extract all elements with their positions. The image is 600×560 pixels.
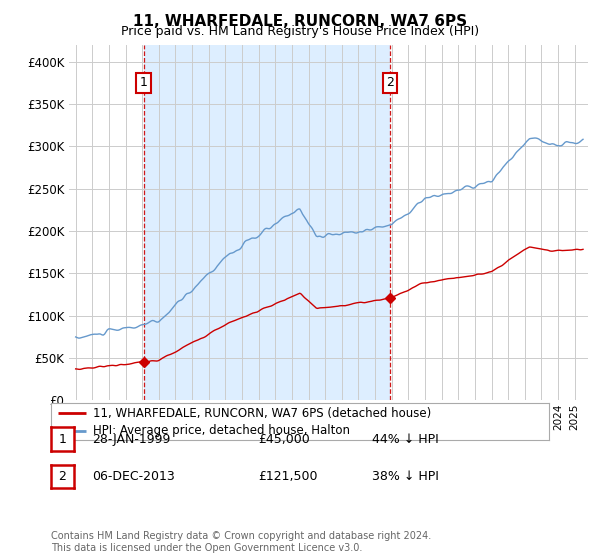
Text: 28-JAN-1999: 28-JAN-1999: [92, 432, 170, 446]
Text: 11, WHARFEDALE, RUNCORN, WA7 6PS (detached house): 11, WHARFEDALE, RUNCORN, WA7 6PS (detach…: [94, 407, 431, 419]
Text: 11, WHARFEDALE, RUNCORN, WA7 6PS: 11, WHARFEDALE, RUNCORN, WA7 6PS: [133, 14, 467, 29]
Bar: [143, 45, 391, 400]
Text: HPI: Average price, detached house, Halton: HPI: Average price, detached house, Halt…: [94, 424, 350, 437]
Text: Price paid vs. HM Land Registry's House Price Index (HPI): Price paid vs. HM Land Registry's House …: [121, 25, 479, 38]
Text: £121,500: £121,500: [258, 470, 317, 483]
Text: 38% ↓ HPI: 38% ↓ HPI: [372, 470, 439, 483]
Text: 2: 2: [58, 470, 67, 483]
Text: 1: 1: [58, 432, 67, 446]
Text: 06-DEC-2013: 06-DEC-2013: [92, 470, 175, 483]
Text: 2: 2: [386, 76, 394, 90]
Text: 44% ↓ HPI: 44% ↓ HPI: [372, 432, 439, 446]
Text: Contains HM Land Registry data © Crown copyright and database right 2024.
This d: Contains HM Land Registry data © Crown c…: [51, 531, 431, 553]
Text: £45,000: £45,000: [258, 432, 310, 446]
Text: 1: 1: [140, 76, 148, 90]
